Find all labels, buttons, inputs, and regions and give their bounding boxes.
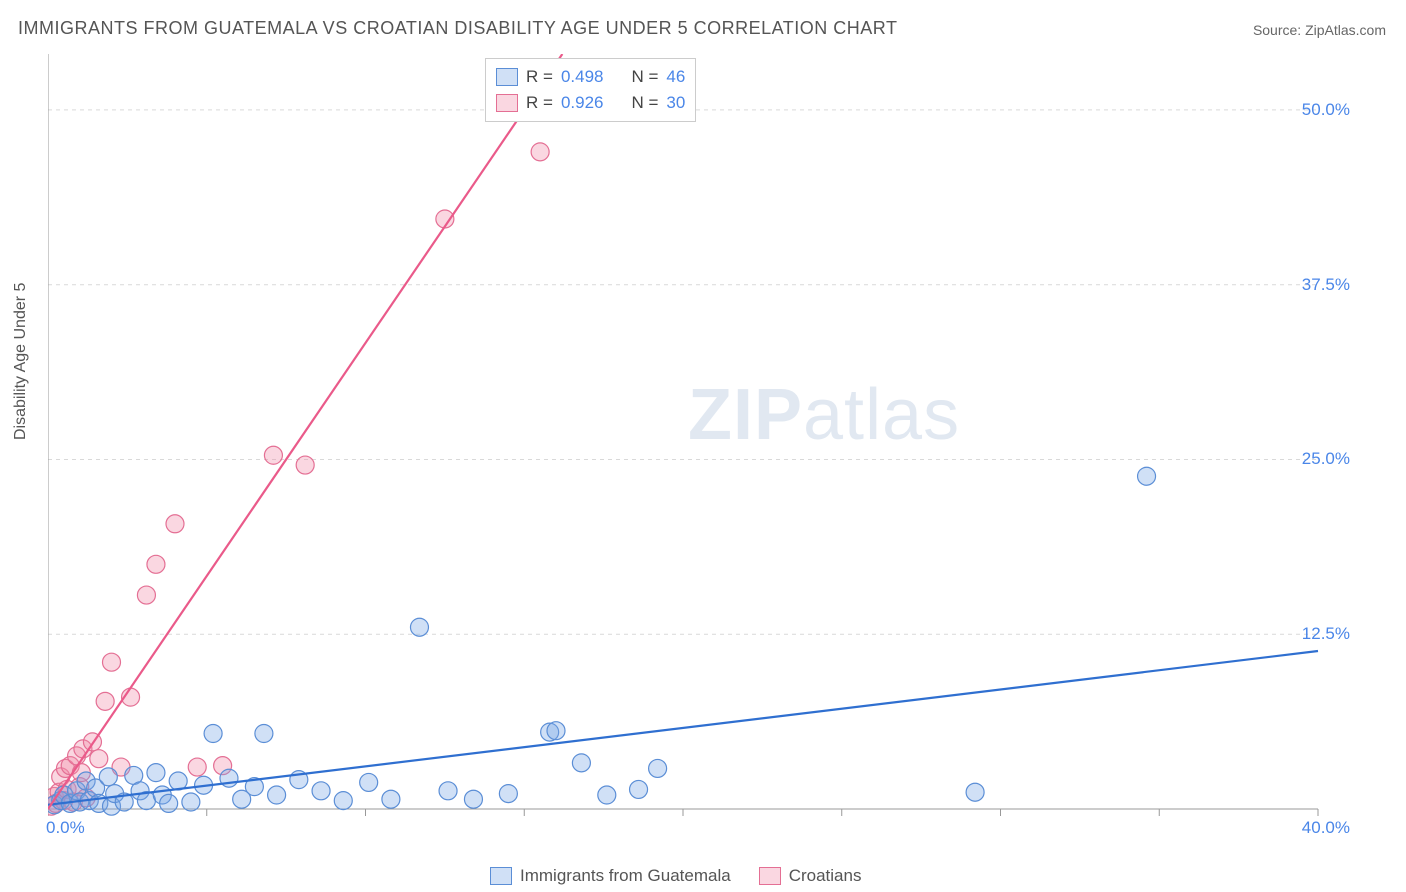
y-tick-label: 12.5% (1302, 624, 1350, 644)
legend-r-label-1: R = (526, 64, 553, 90)
scatter-plot (48, 54, 1358, 844)
legend-n-value-1: 46 (666, 64, 685, 90)
legend-n-label-2: N = (631, 90, 658, 116)
bottom-legend-item-2: Croatians (759, 866, 862, 886)
x-tick-max: 40.0% (1302, 818, 1350, 838)
source-name: ZipAtlas.com (1305, 22, 1386, 38)
legend-swatch-pink (496, 94, 518, 112)
bottom-legend: Immigrants from Guatemala Croatians (490, 866, 861, 886)
bottom-legend-label-2: Croatians (789, 866, 862, 886)
chart-area: 12.5%25.0%37.5%50.0% 0.0% 40.0% ZIPatlas (48, 54, 1358, 844)
legend-r-label-2: R = (526, 90, 553, 116)
correlation-legend: R = 0.498 N = 46 R = 0.926 N = 30 (485, 58, 696, 122)
legend-row-series2: R = 0.926 N = 30 (496, 90, 685, 116)
legend-n-value-2: 30 (666, 90, 685, 116)
y-tick-label: 25.0% (1302, 449, 1350, 469)
chart-title: IMMIGRANTS FROM GUATEMALA VS CROATIAN DI… (18, 18, 897, 39)
legend-r-value-2: 0.926 (561, 90, 604, 116)
legend-r-value-1: 0.498 (561, 64, 604, 90)
legend-row-series1: R = 0.498 N = 46 (496, 64, 685, 90)
y-tick-label: 50.0% (1302, 100, 1350, 120)
y-axis-label: Disability Age Under 5 (12, 283, 30, 440)
legend-n-label-1: N = (631, 64, 658, 90)
bottom-legend-item-1: Immigrants from Guatemala (490, 866, 731, 886)
bottom-swatch-blue (490, 867, 512, 885)
source-attribution: Source: ZipAtlas.com (1253, 22, 1386, 38)
y-tick-label: 37.5% (1302, 275, 1350, 295)
bottom-swatch-pink (759, 867, 781, 885)
x-tick-min: 0.0% (46, 818, 85, 838)
source-label: Source: (1253, 22, 1305, 38)
bottom-legend-label-1: Immigrants from Guatemala (520, 866, 731, 886)
legend-swatch-blue (496, 68, 518, 86)
